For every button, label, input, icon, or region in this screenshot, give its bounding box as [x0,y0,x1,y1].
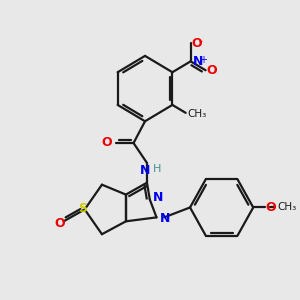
Text: O: O [102,136,112,148]
Text: -: - [198,37,202,46]
Text: O: O [206,64,217,77]
Text: O: O [192,37,202,50]
Text: O: O [55,217,65,230]
Text: +: + [199,55,207,65]
Text: H: H [153,164,161,174]
Text: N: N [153,191,163,204]
Text: N: N [140,164,150,177]
Text: CH₃: CH₃ [277,202,296,212]
Text: S: S [78,202,87,215]
Text: N: N [159,212,170,225]
Text: N: N [193,55,203,68]
Text: O: O [266,201,276,214]
Text: CH₃: CH₃ [188,109,207,119]
